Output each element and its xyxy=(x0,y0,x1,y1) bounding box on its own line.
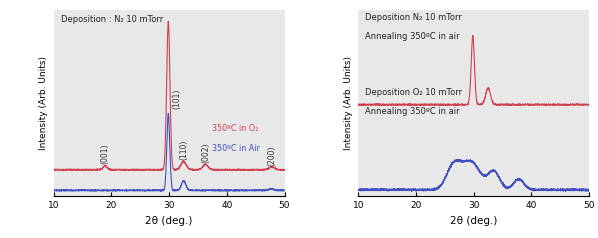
Text: (001): (001) xyxy=(100,144,109,164)
Text: (200): (200) xyxy=(267,145,276,165)
Text: (110): (110) xyxy=(179,140,188,160)
X-axis label: 2θ (deg.): 2θ (deg.) xyxy=(450,216,498,226)
Text: 350ºC in O₂: 350ºC in O₂ xyxy=(212,124,259,133)
Text: Deposition N₂ 10 mTorr: Deposition N₂ 10 mTorr xyxy=(365,13,462,22)
Text: (002): (002) xyxy=(201,143,210,163)
Y-axis label: Intensity (Arb. Units): Intensity (Arb. Units) xyxy=(39,56,48,150)
Text: Annealing 350ºC in air: Annealing 350ºC in air xyxy=(365,32,460,41)
Y-axis label: Intensity (Arb. Units): Intensity (Arb. Units) xyxy=(344,56,353,150)
X-axis label: 2θ (deg.): 2θ (deg.) xyxy=(145,216,193,226)
Text: 350ºC in Air: 350ºC in Air xyxy=(212,144,260,154)
Text: Annealing 350ºC in air: Annealing 350ºC in air xyxy=(365,107,460,116)
Text: Deposition O₂ 10 mTorr: Deposition O₂ 10 mTorr xyxy=(365,88,462,97)
Text: (101): (101) xyxy=(173,88,182,109)
Text: Deposition : N₂ 10 mTorr: Deposition : N₂ 10 mTorr xyxy=(61,15,163,24)
